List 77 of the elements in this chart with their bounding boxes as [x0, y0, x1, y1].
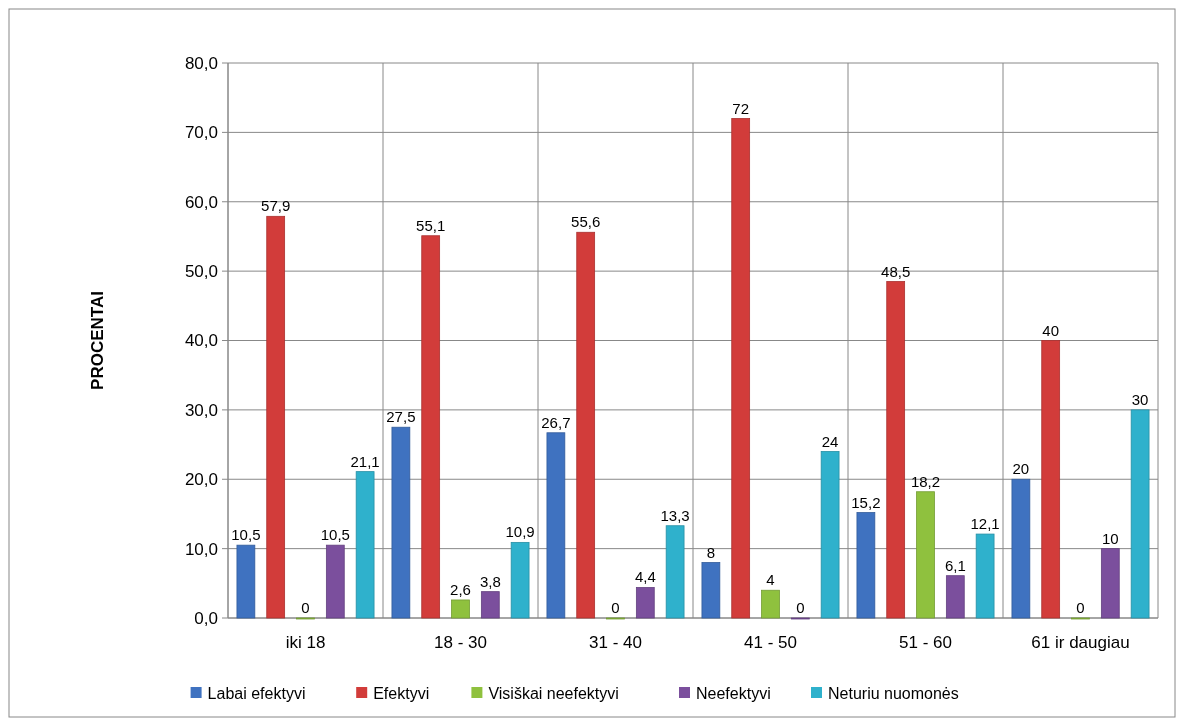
y-axis-title: PROCENTAI: [88, 291, 107, 390]
data-label: 24: [821, 432, 839, 450]
data-label: 55,6: [571, 213, 601, 231]
data-label: 10,9: [505, 523, 535, 541]
data-label: 48,5: [881, 262, 911, 280]
bar: [665, 525, 685, 619]
data-label: 57,9: [261, 197, 291, 215]
data-label: 10,5: [320, 526, 350, 544]
legend-label: Neturiu nuomonės: [828, 684, 959, 702]
data-label: 0: [796, 599, 805, 616]
x-tick-label: 31 - 40: [589, 633, 642, 652]
bar: [355, 471, 375, 619]
y-tick-label: 50,0: [184, 262, 218, 282]
bar: [916, 491, 935, 619]
data-label: 8: [706, 543, 716, 561]
legend-label: Visiškai neefektyvi: [488, 684, 619, 702]
y-tick-label: 30,0: [184, 400, 218, 420]
bar: [325, 544, 345, 619]
data-label: 26,7: [541, 413, 571, 431]
data-label: 0: [611, 599, 620, 616]
data-label: 3,8: [479, 572, 501, 590]
bar: [761, 589, 780, 619]
data-label: 55,1: [416, 216, 446, 234]
bar: [421, 235, 441, 619]
data-label: 18,2: [910, 472, 941, 490]
data-label: 0: [1076, 599, 1085, 616]
data-label: 13,3: [660, 506, 690, 524]
bar: [451, 599, 470, 619]
data-label: 10: [1101, 529, 1119, 547]
data-label: 10,5: [231, 526, 261, 544]
bar: [635, 587, 655, 619]
x-tick-label: 41 - 50: [744, 633, 797, 652]
data-label: 27,5: [386, 408, 416, 426]
data-label: 4,4: [634, 568, 656, 586]
bar: [820, 451, 840, 619]
bar: [236, 544, 256, 619]
bar: [975, 533, 995, 619]
bar: [480, 591, 500, 619]
legend-label: Labai efektyvi: [207, 684, 306, 702]
bar: [546, 432, 566, 619]
bar: [886, 281, 906, 619]
bar: [576, 231, 596, 619]
y-tick-label: 10,0: [184, 539, 218, 559]
bar: [1041, 340, 1061, 619]
x-tick-label: 61 ir daugiau: [1031, 633, 1130, 652]
data-label: 30: [1131, 390, 1149, 408]
bar: [510, 541, 530, 619]
data-label: 6,1: [944, 556, 966, 574]
y-tick-label: 60,0: [184, 192, 218, 212]
bar: [701, 562, 721, 619]
data-label: 0: [301, 599, 310, 616]
data-label: 20: [1012, 460, 1030, 478]
x-tick-label: 51 - 60: [899, 633, 952, 652]
bar: [945, 575, 965, 619]
bar: [731, 118, 751, 619]
y-tick-label: 20,0: [184, 470, 218, 490]
bar: [1100, 548, 1120, 619]
data-label: 72: [732, 99, 750, 117]
data-label: 4: [766, 571, 775, 589]
data-label: 12,1: [970, 515, 1000, 533]
y-tick-label: 80,0: [184, 53, 218, 73]
data-label: 15,2: [851, 493, 881, 511]
y-tick-label: 0,0: [194, 608, 218, 628]
data-label: 40: [1042, 321, 1060, 339]
bar: [856, 512, 876, 619]
data-label: 2,6: [450, 580, 471, 598]
x-tick-label: iki 18: [285, 633, 326, 652]
x-tick-label: 18 - 30: [434, 633, 487, 652]
y-tick-label: 40,0: [184, 331, 218, 351]
bar: [1130, 409, 1150, 619]
bar: [391, 426, 411, 619]
y-tick-label: 70,0: [184, 123, 218, 143]
data-label: 21,1: [350, 452, 380, 470]
bar: [266, 215, 286, 619]
bar: [1011, 478, 1031, 619]
legend-label: Neefektyvi: [696, 684, 771, 702]
legend-label: Efektyvi: [373, 684, 430, 702]
